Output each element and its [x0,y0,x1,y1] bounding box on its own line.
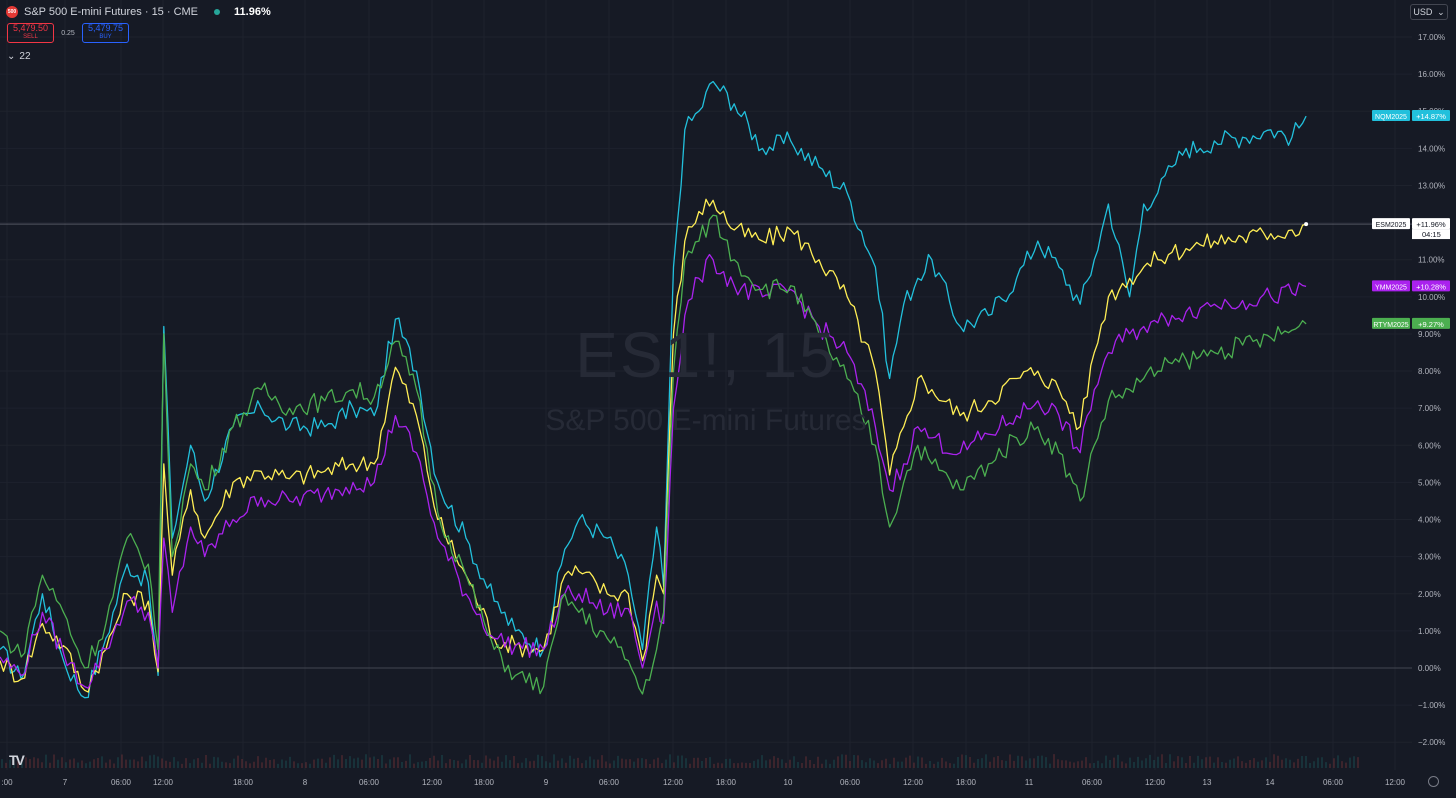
chevron-down-icon: ⌄ [1437,6,1445,17]
y-tick-label: 9.00% [1418,330,1441,339]
sell-label: SELL [23,34,38,40]
y-tick-label: 7.00% [1418,404,1441,413]
x-tick-label: 18:00 [474,778,495,787]
x-tick-label: 12:00 [1385,778,1406,787]
x-tick-label: 8 [303,778,308,787]
series-value-label: +14.87% [1416,112,1446,121]
tradingview-logo[interactable]: TV [9,752,25,768]
symbol-title[interactable]: S&P 500 E-mini Futures · 15 · CME [24,6,199,18]
y-tick-label: 4.00% [1418,516,1441,525]
series-name-label: YMM2025 [1375,284,1407,291]
y-tick-label: 17.00% [1418,33,1445,42]
x-tick-label: 06:00 [1323,778,1344,787]
y-tick-label: 11.00% [1418,256,1445,265]
x-tick-label: 18:00 [956,778,977,787]
symbol-logo-icon: 500 [6,6,18,18]
series-name-label: ESM2025 [1376,222,1407,229]
y-tick-label: 16.00% [1418,70,1445,79]
x-tick-label: 14 [1266,778,1275,787]
x-tick-label: 18:00 [716,778,737,787]
series-line-RTYM2025 [0,214,1307,695]
series-line-ESM2025 [0,198,1307,693]
x-tick-label: 9 [544,778,549,787]
x-tick-label: 06:00 [840,778,861,787]
y-tick-label: 14.00% [1418,144,1445,153]
x-tick-label: 12:00 [422,778,443,787]
sell-price: 5,479.50 [12,23,49,33]
change-value: 11.96% [234,6,271,18]
x-tick-label: 06:00 [359,778,380,787]
y-tick-label: 13.00% [1418,181,1445,190]
x-tick-label: 12:00 [903,778,924,787]
series-name-label: RTYM2025 [1373,322,1408,329]
currency-label: USD [1413,7,1433,17]
x-tick-label: 12:00 [153,778,174,787]
series-value-badge [1412,110,1450,122]
y-tick-label: 6.00% [1418,441,1441,450]
series-name-badge [1372,218,1410,230]
series-line-NQM2025 [0,80,1307,699]
y-tick-label: 0.00% [1418,664,1441,673]
y-tick-label: 5.00% [1418,478,1441,487]
x-tick-label: :00 [1,778,13,787]
x-tick-label: 18:00 [233,778,254,787]
series-name-badge [1372,317,1410,329]
y-tick-label: 3.00% [1418,553,1441,562]
x-tick-label: 06:00 [1082,778,1103,787]
sell-button[interactable]: 5,479.50 SELL [7,23,54,43]
buy-button[interactable]: 5,479.75 BUY [82,23,129,43]
series-value-label: +10.28% [1416,282,1446,291]
y-tick-label: −2.00% [1418,738,1445,747]
series-value-badge [1412,317,1450,329]
chevron-down-icon: ⌄ [7,51,16,62]
countdown-label: 04:15 [1422,230,1441,239]
countdown-badge [1412,229,1450,240]
spread-value: 0.25 [61,29,75,37]
market-status-icon [214,9,221,15]
x-tick-label: 10 [784,778,793,787]
y-tick-label: 10.00% [1418,293,1445,302]
settings-gear-icon[interactable] [1428,776,1439,787]
y-tick-label: 8.00% [1418,367,1441,376]
symbol-header: 500 S&P 500 E-mini Futures · 15 · CME 11… [6,4,271,20]
x-tick-label: 12:00 [1145,778,1166,787]
series-name-label: NQM2025 [1375,114,1407,121]
series-value-label: +9.27% [1418,320,1444,329]
y-tick-label: −1.00% [1418,701,1445,710]
x-tick-label: 7 [63,778,68,787]
x-tick-label: 11 [1025,778,1034,787]
currency-selector[interactable]: USD ⌄ [1410,4,1448,20]
series-line-YMM2025 [0,253,1307,689]
x-tick-label: 06:00 [599,778,620,787]
indicator-count: 22 [19,51,31,62]
buy-price: 5,479.75 [87,23,124,33]
series-value-badge [1412,218,1450,230]
series-name-badge [1372,110,1410,122]
series-name-badge [1372,280,1410,292]
trade-panel: 5,479.50 SELL 0.25 5,479.75 BUY [7,23,129,43]
y-tick-label: 1.00% [1418,627,1441,636]
indicators-toggle[interactable]: ⌄ 22 [7,51,31,62]
series-value-badge [1412,280,1450,292]
x-tick-label: 06:00 [111,778,132,787]
x-tick-label: 13 [1203,778,1212,787]
buy-label: BUY [99,34,112,40]
y-tick-label: 2.00% [1418,590,1441,599]
last-price-dot [1304,222,1309,227]
x-tick-label: 12:00 [663,778,684,787]
series-value-label: +11.96% [1416,220,1446,229]
